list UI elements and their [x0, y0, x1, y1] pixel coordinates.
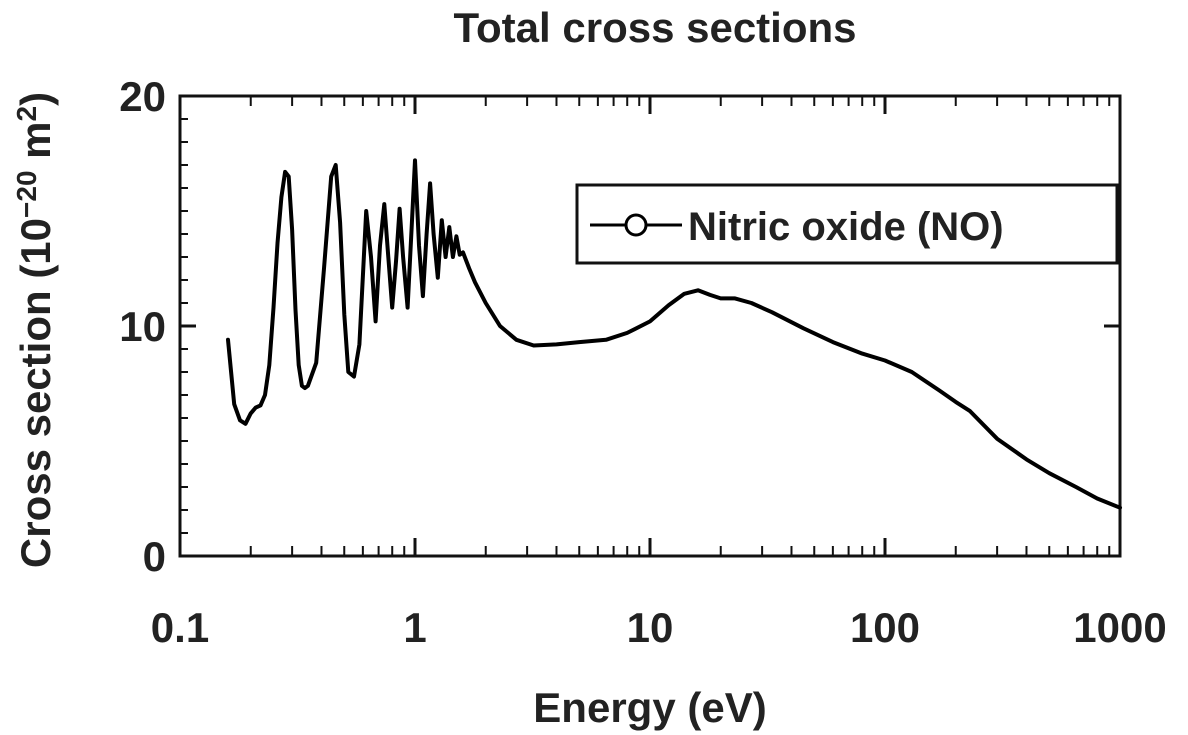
y-axis-label-exponent: −20: [11, 170, 42, 218]
legend: Nitric oxide (NO): [575, 183, 1119, 265]
x-tick-label: 1000: [1073, 604, 1166, 651]
x-tick-labels: 0.1 1 10 100 1000: [151, 604, 1167, 651]
x-axis-label: Energy (eV): [533, 684, 766, 731]
x-tick-label: 10: [627, 604, 674, 651]
legend-label-nitric-oxide: Nitric oxide (NO): [688, 205, 1004, 249]
y-tick-labels: 0 10 20: [119, 73, 166, 580]
y-tick-label: 10: [119, 303, 166, 350]
x-tick-label: 0.1: [151, 604, 209, 651]
y-axis-label-unit: m: [12, 121, 59, 170]
y-tick-label: 20: [119, 73, 166, 120]
y-axis-label-main: Cross section (10: [12, 218, 59, 568]
y-axis-label: Cross section (10−20 m2): [11, 92, 59, 568]
series-line-nitric-oxide: [226, 158, 1122, 510]
y-tick-label: 0: [143, 533, 166, 580]
x-tick-label: 1: [403, 604, 426, 651]
y-axis-label-unit-exponent: 2: [11, 106, 42, 122]
y-axis-label-close: ): [12, 92, 59, 106]
chart-title: Total cross sections: [453, 4, 856, 51]
legend-marker-icon: [624, 213, 648, 237]
axis-ticks: [178, 94, 1122, 558]
x-tick-label: 100: [850, 604, 920, 651]
